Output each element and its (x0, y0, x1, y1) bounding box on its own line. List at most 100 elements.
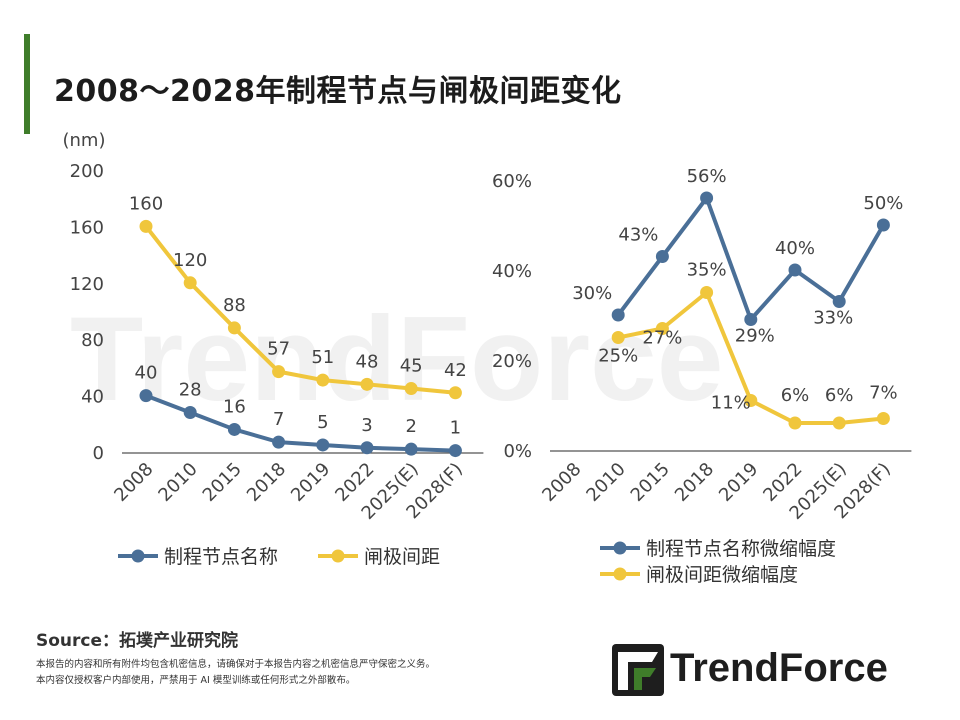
chart0-series-0-data-label: 7 (273, 409, 284, 430)
chart1-series-0-data-label: 56% (687, 166, 727, 187)
logo-mark-icon (612, 644, 664, 696)
chart0-y-tick-label: 0 (93, 443, 104, 464)
confidential-notes: 本报告的内容和所有附件均包含机密信息，请确保对于本报告内容之机密信息严守保密之义… (36, 657, 435, 689)
chart0-series-0-point (139, 389, 153, 403)
chart0-series-0-point (272, 435, 286, 449)
chart0-y-tick-label: 40 (81, 387, 104, 408)
chart0-legend-label: 闸极间距 (364, 546, 440, 568)
chart0-legend-label: 制程节点名称 (164, 546, 278, 568)
note-line-2: 本内容仅授权客户内部使用，严禁用于 AI 模型训练或任何形式之外部散布。 (36, 675, 356, 686)
chart0-series-1-data-label: 51 (311, 347, 334, 368)
chart1-series-1-point (832, 416, 846, 430)
chart0-series-1-data-label: 88 (223, 295, 246, 316)
chart0-y-axis-title: (nm) (63, 130, 106, 151)
chart1-series-0-point (655, 250, 669, 263)
chart1-legend-swatch-marker (613, 541, 627, 555)
title-accent-bar (24, 34, 30, 134)
chart1-x-tick-label: 2008 (538, 459, 585, 506)
chart1-y-tick-label: 20% (492, 351, 532, 372)
chart0-series-0-data-label: 28 (179, 380, 202, 401)
chart0-series-1-data-label: 45 (400, 356, 423, 377)
chart1-series-1-point (700, 286, 714, 299)
chart0-series-1-point (404, 382, 418, 396)
chart0-series-0-data-label: 16 (223, 396, 246, 417)
source-text: Source：拓墣产业研究院 (36, 631, 239, 651)
chart0-series-1-data-label: 120 (173, 250, 207, 271)
chart1-series-0-data-label: 43% (618, 225, 658, 246)
chart1-series-0-point (611, 308, 625, 322)
chart0-x-tick-label: 2015 (199, 459, 246, 506)
chart0-x-tick-label: 2018 (243, 459, 290, 506)
chart1-legend-swatch-marker (613, 567, 627, 581)
logo-text: TrendForce (670, 646, 888, 690)
chart0-series-0-data-label: 40 (135, 363, 158, 384)
chart0-series-0-data-label: 5 (317, 412, 328, 433)
chart1-series-0-point (744, 313, 758, 326)
chart0-series-1-point (316, 373, 330, 387)
chart1-y-tick-label: 0% (503, 441, 532, 462)
chart0-series-0-point (360, 441, 374, 455)
chart1-x-tick-label: 2019 (715, 459, 762, 506)
page-title: 2008～2028年制程节点与闸极间距变化 (54, 74, 622, 109)
chart1-series-0-point (832, 295, 846, 308)
chart1-x-tick-label: 2018 (671, 459, 718, 506)
chart0-series-0-data-label: 1 (450, 418, 461, 439)
chart1-series-1-data-label: 35% (687, 260, 727, 281)
chart0-series-0-line (145, 393, 456, 453)
chart1-series-1-point (611, 331, 625, 344)
chart0-y-tick-label: 200 (70, 161, 104, 182)
chart1-series-1-point (876, 412, 890, 425)
chart1-series-0-data-label: 29% (735, 326, 775, 347)
chart0-x-tick-label: 2019 (287, 459, 334, 506)
chart0-x-tick-label: 2008 (110, 459, 157, 506)
chart0-x-tick-label: 2010 (154, 459, 201, 506)
chart0-series-0-point (227, 422, 241, 436)
chart1-series-1-point (744, 394, 758, 407)
chart0-series-1-data-label: 57 (267, 339, 290, 360)
chart1-series-0-point (876, 218, 890, 232)
chart1-x-tick-label: 2015 (627, 459, 674, 506)
chart0-series-1-point (272, 365, 286, 379)
chart0-y-tick-label: 160 (70, 217, 104, 238)
chart0-series-1-point (183, 276, 197, 290)
chart0-series-1-point (448, 386, 462, 400)
chart1-series-1-point (655, 322, 669, 335)
chart-canvas: (nm)040801201602002008201020152018201920… (63, 130, 912, 586)
chart1-x-tick-label: 2010 (582, 459, 629, 506)
chart0-series-1-data-label: 48 (356, 351, 379, 372)
chart0-series-1-line (144, 225, 456, 395)
chart1-series-1-data-label: 6% (781, 385, 810, 406)
chart0-series-1-data-label: 160 (129, 193, 163, 214)
chart1-series-1-data-label: 6% (825, 385, 854, 406)
chart0-series-0-data-label: 2 (405, 416, 416, 437)
chart1-series-0-data-label: 30% (572, 283, 612, 304)
chart1-series-1-data-label: 7% (869, 383, 898, 404)
chart0-series-1-point (360, 377, 374, 391)
chart1-y-tick-label: 60% (492, 171, 532, 192)
chart1-legend-label: 闸极间距微缩幅度 (646, 564, 798, 586)
chart0-series-0-point (316, 438, 330, 452)
chart1-series-0-data-label: 50% (863, 193, 903, 214)
chart0-series-0-data-label: 3 (361, 415, 372, 436)
trendforce-logo: TrendForce (612, 642, 932, 698)
chart1-series-1-data-label: 11% (711, 393, 751, 414)
chart0-series-1-point (227, 321, 241, 335)
chart0-series-1-data-label: 42 (444, 360, 467, 381)
chart0-series-0-point (404, 442, 418, 456)
chart1-series-0-point (788, 263, 802, 277)
chart1-legend-label: 制程节点名称微缩幅度 (646, 538, 836, 560)
note-line-1: 本报告的内容和所有附件均包含机密信息，请确保对于本报告内容之机密信息严守保密之义… (36, 659, 436, 670)
chart0-series-1-point (139, 219, 153, 233)
chart0-y-tick-label: 80 (81, 330, 104, 351)
chart1-y-tick-label: 40% (492, 261, 532, 282)
chart1-series-0-point (700, 191, 714, 205)
chart1-series-1-data-label: 25% (598, 346, 638, 367)
chart1-series-1-data-label: 27% (642, 328, 682, 349)
chart1-series-0-data-label: 33% (813, 308, 853, 329)
chart1-series-1-point (788, 416, 802, 430)
chart0-series-0-point (183, 406, 197, 420)
chart0-series-0-point (448, 444, 462, 458)
chart1-series-0-data-label: 40% (775, 238, 815, 259)
chart0-y-tick-label: 120 (70, 274, 104, 295)
chart0-legend-swatch-marker (331, 549, 345, 563)
